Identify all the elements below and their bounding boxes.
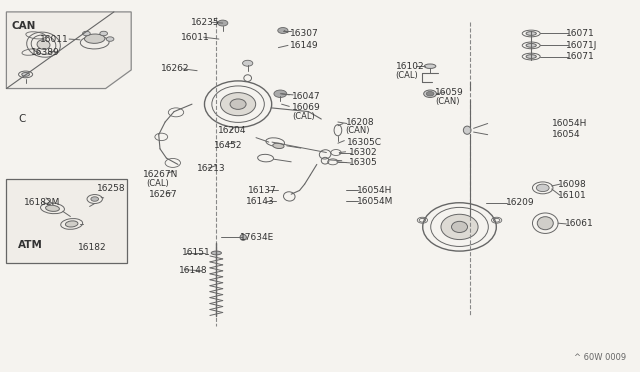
Circle shape	[100, 31, 108, 36]
Polygon shape	[6, 12, 131, 89]
Text: 16235: 16235	[191, 18, 220, 27]
Ellipse shape	[526, 32, 536, 35]
Text: 16204: 16204	[218, 126, 246, 135]
Text: 16143: 16143	[246, 197, 275, 206]
Text: 17634E: 17634E	[240, 233, 275, 242]
Ellipse shape	[441, 214, 478, 240]
Ellipse shape	[463, 126, 471, 134]
Text: 16148: 16148	[179, 266, 208, 275]
Ellipse shape	[45, 205, 60, 211]
Text: 16054M: 16054M	[357, 197, 394, 206]
Circle shape	[426, 92, 434, 96]
Text: 16182M: 16182M	[24, 198, 61, 207]
Text: 16452: 16452	[214, 141, 243, 150]
Text: 16137: 16137	[248, 186, 277, 195]
Text: 16302: 16302	[349, 148, 378, 157]
Text: (CAN): (CAN)	[346, 126, 370, 135]
Ellipse shape	[526, 55, 536, 58]
Ellipse shape	[22, 73, 29, 76]
Text: 16098: 16098	[558, 180, 587, 189]
Text: (CAL): (CAL)	[396, 71, 419, 80]
Text: 16307: 16307	[290, 29, 319, 38]
Ellipse shape	[230, 99, 246, 109]
Ellipse shape	[220, 93, 255, 116]
Circle shape	[83, 31, 90, 36]
Text: CAN: CAN	[12, 21, 36, 31]
Text: 16102: 16102	[396, 62, 424, 71]
Text: 16213: 16213	[197, 164, 226, 173]
Text: 16101: 16101	[558, 191, 587, 200]
Text: 16258: 16258	[97, 185, 126, 193]
Text: 16069: 16069	[292, 103, 321, 112]
Ellipse shape	[65, 221, 78, 227]
Text: (CAL): (CAL)	[146, 179, 169, 187]
Ellipse shape	[37, 40, 50, 49]
Ellipse shape	[84, 34, 105, 44]
Ellipse shape	[424, 64, 436, 68]
Ellipse shape	[538, 217, 553, 230]
Text: 16059: 16059	[435, 88, 464, 97]
Text: 16389: 16389	[31, 48, 60, 57]
Circle shape	[91, 197, 99, 201]
Text: (CAL): (CAL)	[292, 112, 315, 121]
Text: (CAN): (CAN)	[435, 97, 460, 106]
Text: 16071: 16071	[566, 29, 595, 38]
Text: 16054H: 16054H	[552, 119, 587, 128]
Circle shape	[278, 28, 288, 33]
Text: 16054H: 16054H	[357, 186, 392, 195]
Text: 16305C: 16305C	[347, 138, 382, 147]
Circle shape	[274, 90, 287, 97]
Circle shape	[106, 37, 114, 41]
Text: 16267: 16267	[148, 190, 177, 199]
Ellipse shape	[211, 251, 221, 255]
Text: 16182: 16182	[78, 243, 107, 252]
Circle shape	[424, 90, 436, 97]
Text: 16061: 16061	[564, 219, 593, 228]
Text: 16011: 16011	[40, 35, 68, 44]
Text: C: C	[18, 114, 26, 124]
Ellipse shape	[240, 234, 246, 240]
Ellipse shape	[452, 221, 467, 232]
Text: 16262: 16262	[161, 64, 190, 73]
Text: 16071: 16071	[566, 52, 595, 61]
Circle shape	[243, 60, 253, 66]
Text: 16305: 16305	[349, 158, 378, 167]
Text: 16071J: 16071J	[566, 41, 598, 50]
Text: 16151: 16151	[182, 248, 211, 257]
Text: 16011: 16011	[180, 33, 209, 42]
Text: ^ 60W 0009: ^ 60W 0009	[574, 353, 626, 362]
Text: ATM: ATM	[18, 240, 43, 250]
Ellipse shape	[526, 44, 536, 47]
Circle shape	[536, 184, 549, 192]
Text: 16208: 16208	[346, 118, 374, 126]
Bar	[6, 179, 127, 263]
Circle shape	[218, 20, 228, 26]
Ellipse shape	[273, 143, 284, 148]
Text: 16149: 16149	[290, 41, 319, 50]
Text: 16209: 16209	[506, 198, 534, 207]
Text: 16054: 16054	[552, 130, 580, 139]
Text: 16267N: 16267N	[143, 170, 179, 179]
Text: 16047: 16047	[292, 92, 321, 101]
